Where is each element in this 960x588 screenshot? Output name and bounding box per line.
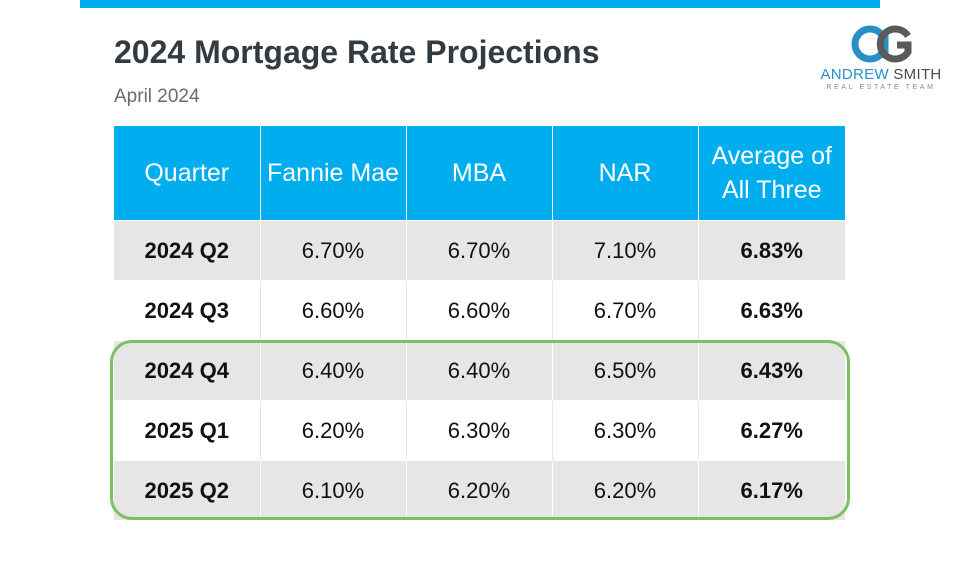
logo-last-name: SMITH (893, 66, 942, 83)
cell-nar: 6.70% (551, 280, 698, 341)
company-logo: ANDREW SMITH REAL ESTATE TEAM (814, 24, 948, 94)
cell-average: 6.27% (697, 400, 845, 461)
header-quarter: Quarter (114, 126, 260, 221)
cell-quarter: 2024 Q3 (114, 280, 260, 341)
cell-nar: 6.20% (551, 460, 698, 520)
cell-average: 6.43% (697, 340, 845, 401)
logo-name: ANDREW SMITH (814, 66, 948, 83)
cell-fannie-mae: 6.40% (259, 340, 406, 401)
cell-mba: 6.30% (405, 400, 552, 461)
table-row: 2025 Q2 6.10% 6.20% 6.20% 6.17% (114, 460, 845, 520)
logo-tagline: REAL ESTATE TEAM (826, 84, 936, 91)
header-fannie-mae: Fannie Mae (259, 126, 406, 221)
header-mba: MBA (405, 126, 552, 221)
cell-quarter: 2025 Q2 (114, 460, 260, 520)
as-monogram-icon (851, 25, 912, 63)
top-accent-bar (80, 0, 880, 8)
cell-average: 6.17% (697, 460, 845, 520)
table-row: 2024 Q4 6.40% 6.40% 6.50% 6.43% (114, 340, 845, 401)
header-nar: NAR (551, 126, 698, 221)
cell-mba: 6.70% (405, 220, 552, 281)
cell-quarter: 2024 Q4 (114, 340, 260, 401)
cell-nar: 6.50% (551, 340, 698, 401)
cell-average: 6.83% (697, 220, 845, 281)
table-row: 2024 Q3 6.60% 6.60% 6.70% 6.63% (114, 280, 845, 341)
cell-fannie-mae: 6.70% (259, 220, 406, 281)
page-subtitle: April 2024 (114, 86, 200, 107)
header-average: Average of All Three (697, 126, 845, 221)
table-header-row: Quarter Fannie Mae MBA NAR Average of Al… (114, 126, 845, 221)
page-title: 2024 Mortgage Rate Projections (114, 34, 600, 70)
cell-fannie-mae: 6.20% (259, 400, 406, 461)
cell-average: 6.63% (697, 280, 845, 341)
mortgage-rate-table: Quarter Fannie Mae MBA NAR Average of Al… (114, 126, 845, 520)
cell-fannie-mae: 6.10% (259, 460, 406, 520)
table-row: 2025 Q1 6.20% 6.30% 6.30% 6.27% (114, 400, 845, 461)
cell-nar: 6.30% (551, 400, 698, 461)
cell-quarter: 2024 Q2 (114, 220, 260, 281)
cell-mba: 6.60% (405, 280, 552, 341)
cell-mba: 6.20% (405, 460, 552, 520)
logo-first-name: ANDREW (820, 66, 889, 83)
cell-mba: 6.40% (405, 340, 552, 401)
table-row: 2024 Q2 6.70% 6.70% 7.10% 6.83% (114, 220, 845, 281)
cell-nar: 7.10% (551, 220, 698, 281)
cell-fannie-mae: 6.60% (259, 280, 406, 341)
cell-quarter: 2025 Q1 (114, 400, 260, 461)
